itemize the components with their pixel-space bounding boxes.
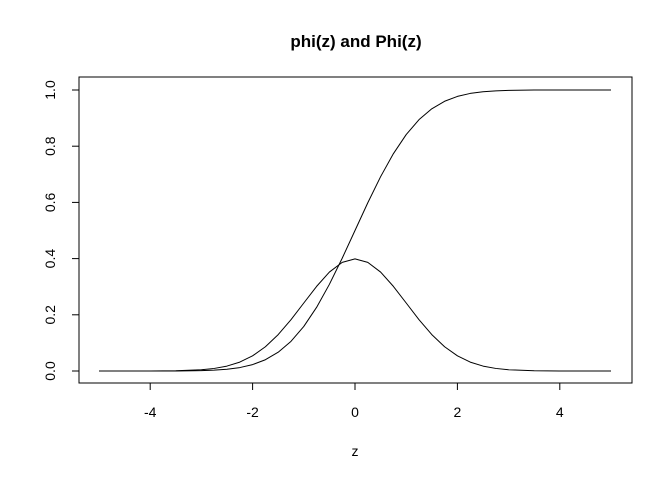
x-axis-label: z: [352, 443, 359, 459]
y-tick-label: 0.8: [42, 136, 58, 156]
y-tick-label: 0.4: [42, 249, 58, 269]
chart-title: phi(z) and Phi(z): [290, 32, 421, 51]
y-tick-label: 0.2: [42, 305, 58, 325]
y-axis: 0.0 0.2 0.4 0.6 0.8 1.0: [42, 80, 80, 381]
x-tick-label: 0: [351, 404, 359, 420]
x-tick-label: -2: [246, 404, 259, 420]
x-tick-label: 2: [454, 404, 462, 420]
y-tick-label: 0.6: [42, 192, 58, 212]
series-group: [99, 89, 611, 372]
phi-density-line: [99, 258, 611, 372]
x-tick-label: -4: [144, 404, 157, 420]
x-tick-label: 4: [556, 404, 564, 420]
x-axis: -4 -2 0 2 4: [144, 382, 564, 420]
y-tick-label: 0.0: [42, 361, 58, 381]
Phi-cdf-line: [99, 89, 611, 372]
y-tick-label: 1.0: [42, 80, 58, 100]
